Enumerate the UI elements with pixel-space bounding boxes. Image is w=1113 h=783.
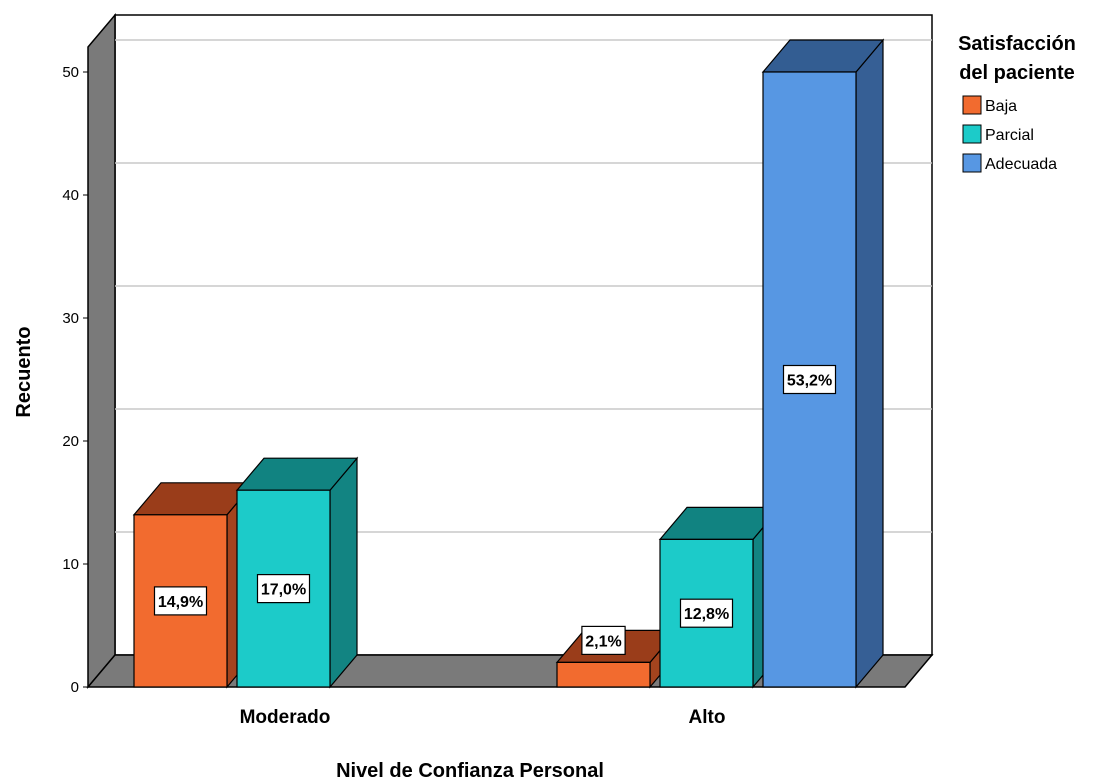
legend-label: Baja — [985, 98, 1017, 115]
x-category-label: Moderado — [240, 707, 331, 728]
y-tick-label: 30 — [62, 310, 79, 327]
data-label-box — [153, 586, 208, 616]
bar-baja-moderado: 14,9% — [132, 481, 256, 689]
left-wall — [87, 12, 116, 690]
bar-front — [556, 661, 651, 688]
bar-baja-alto: 2,1% — [555, 625, 679, 689]
data-label: 12,8% — [684, 606, 729, 623]
data-label: 17,0% — [261, 582, 306, 599]
bar-side — [855, 38, 884, 689]
y-tick-label: 40 — [62, 187, 79, 204]
y-axis-title: Recuento — [13, 326, 35, 417]
legend-title-line-1: Satisfacción — [958, 33, 1076, 55]
y-tick-label: 10 — [62, 556, 79, 573]
data-label-box — [581, 625, 626, 656]
legend-swatch — [962, 95, 982, 115]
legend-items: Baja Parcial Adecuada — [962, 95, 1057, 173]
legend: Satisfacción del paciente Baja Parcial Ade… — [958, 33, 1076, 173]
y-tick-label: 20 — [62, 433, 79, 450]
bar-parcial-alto: 12,8% — [658, 505, 782, 689]
x-axis-title: Nivel de Confianza Personal — [336, 760, 604, 782]
legend-label: Parcial — [985, 127, 1034, 144]
y-tick-label: 0 — [71, 679, 79, 696]
y-axis-ticks: 0 10 20 30 40 50 — [62, 64, 88, 696]
data-label: 2,1% — [585, 633, 621, 650]
x-axis-categories: Moderado Alto — [240, 707, 726, 728]
legend-swatch — [962, 124, 982, 144]
legend-label: Adecuada — [985, 156, 1057, 173]
data-label-box — [782, 364, 837, 395]
data-label: 53,2% — [787, 373, 832, 390]
bar-parcial-moderado: 17,0% — [235, 456, 359, 689]
bars: 14,9% 17,0% 2,1% 12,8% 53,2% — [132, 38, 885, 689]
legend-title-line-2: del paciente — [959, 62, 1075, 84]
bar-side — [329, 456, 358, 689]
x-category-label: Alto — [689, 707, 726, 728]
legend-swatch — [962, 153, 982, 173]
y-tick-label: 50 — [62, 64, 79, 81]
data-label-box — [679, 598, 734, 628]
data-label-box — [256, 573, 311, 604]
bar-adecuada-alto: 53,2% — [761, 38, 885, 689]
data-label: 14,9% — [158, 594, 203, 611]
